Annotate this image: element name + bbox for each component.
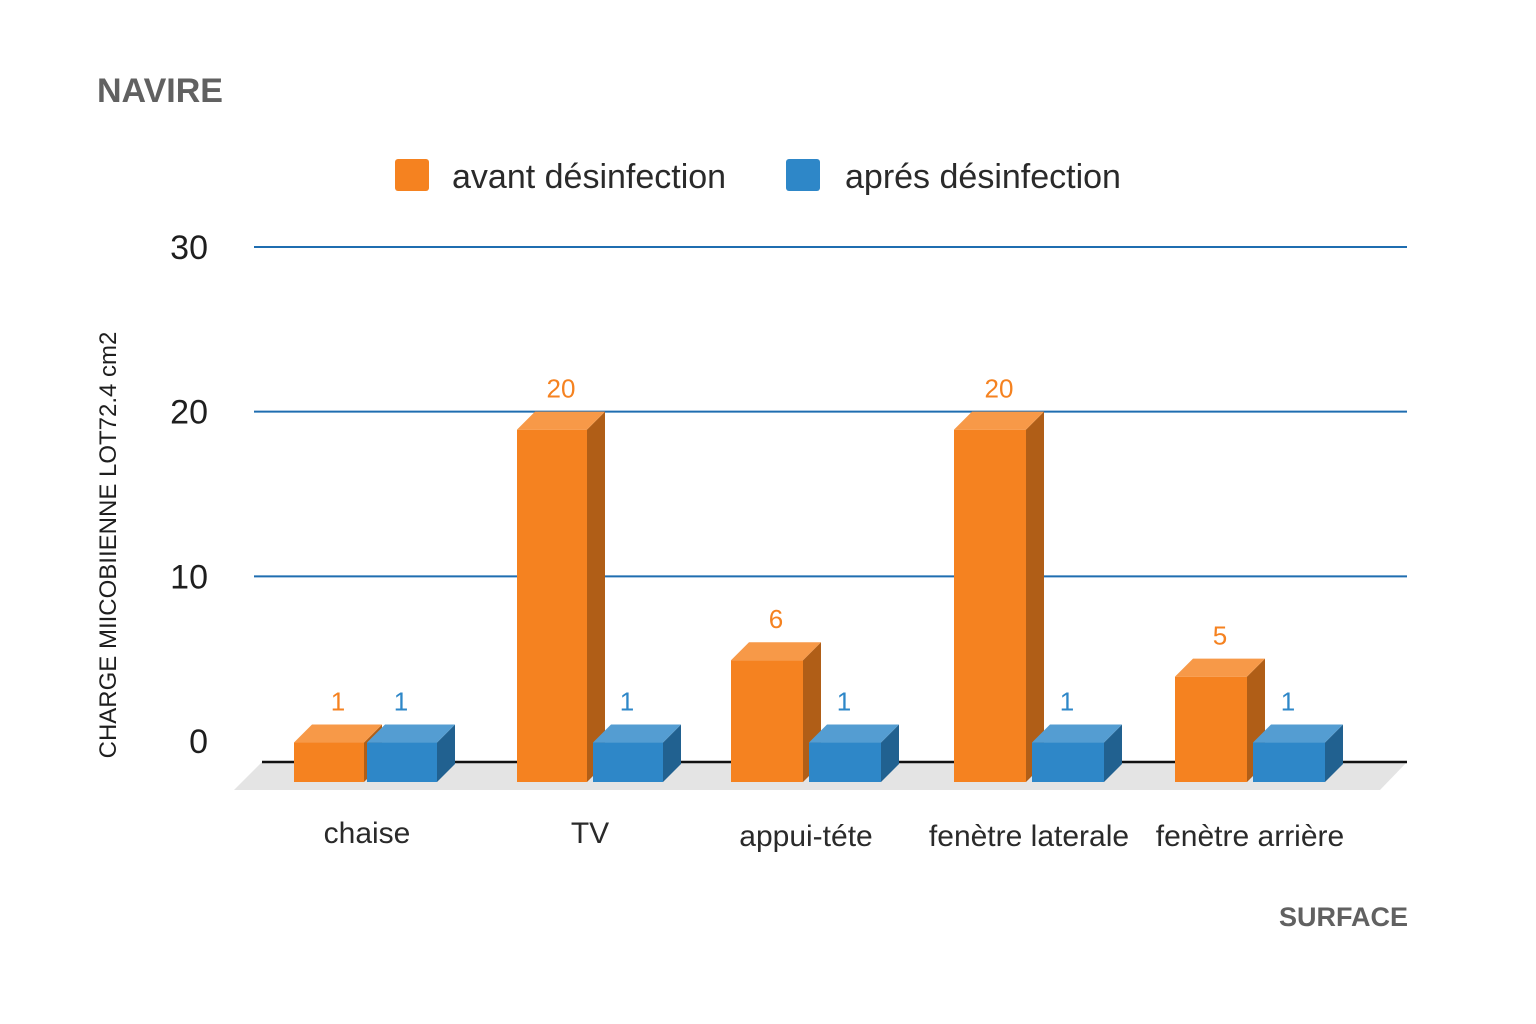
x-tick-label-2: appui-téte <box>739 820 872 853</box>
legend-swatch-apres <box>786 159 820 191</box>
bar-side-face <box>1325 724 1343 782</box>
bar-avant-2 <box>731 642 821 782</box>
data-label-avant-4: 5 <box>1213 621 1227 651</box>
value-labels: 1 1 20 1 6 1 20 1 5 1 <box>331 374 1295 717</box>
data-label-apres-2: 1 <box>837 687 851 717</box>
bar-front-face <box>954 429 1026 782</box>
data-label-apres-1: 1 <box>620 687 634 717</box>
x-tick-label-0: chaise <box>324 817 411 850</box>
bar-top-face <box>1175 658 1265 677</box>
y-tick-label-10: 10 <box>170 558 208 596</box>
y-tick-label-30: 30 <box>170 229 208 267</box>
bar-top-face <box>294 724 382 743</box>
bar-apres-1 <box>593 724 681 782</box>
x-tick-label-3: fenètre laterale <box>929 820 1129 853</box>
data-label-avant-2: 6 <box>769 604 783 634</box>
y-tick-label-20: 20 <box>170 394 208 432</box>
gridlines <box>254 246 1407 578</box>
data-label-apres-4: 1 <box>1281 687 1295 717</box>
y-axis-ticks: 0 10 20 30 <box>170 229 208 761</box>
bar-apres-3 <box>1032 724 1122 782</box>
bar-front-face <box>1175 676 1247 782</box>
bar-side-face <box>881 724 899 782</box>
data-label-apres-3: 1 <box>1060 687 1074 717</box>
x-axis-categories: chaise TV appui-téte fenètre laterale fenètr… <box>324 817 1345 853</box>
bar-side-face <box>1104 724 1122 782</box>
bar-top-face <box>593 724 681 743</box>
legend-label-avant: avant désinfection <box>452 158 726 196</box>
bar-apres-4 <box>1253 724 1343 782</box>
data-label-avant-3: 20 <box>985 374 1014 404</box>
y-axis-label: CHARGE MIICOBIIENNE LOT72.4 cm2 <box>95 332 122 759</box>
legend: avant désinfection aprés désinfection <box>395 158 1121 196</box>
bar-front-face <box>367 742 437 782</box>
data-label-avant-1: 20 <box>547 374 576 404</box>
bar-side-face <box>1026 411 1044 782</box>
bar-apres-0 <box>367 724 455 782</box>
chart-title: NAVIRE <box>97 72 223 110</box>
x-tick-label-1: TV <box>571 817 609 850</box>
legend-swatch-avant <box>395 159 429 191</box>
data-label-apres-0: 1 <box>394 687 408 717</box>
bar-front-face <box>731 660 803 782</box>
bar-top-face <box>731 642 821 661</box>
bar-top-face <box>367 724 455 743</box>
bar-front-face <box>1253 742 1325 782</box>
bar-front-face <box>809 742 881 782</box>
bar-front-face <box>1032 742 1104 782</box>
bar-front-face <box>593 742 663 782</box>
bar-avant-3 <box>954 411 1044 782</box>
bar-front-face <box>517 429 587 782</box>
bar-side-face <box>663 724 681 782</box>
x-axis-label: SURFACE <box>1279 902 1408 932</box>
bar-top-face <box>1032 724 1122 743</box>
bar-top-face <box>517 411 605 430</box>
bar-top-face <box>809 724 899 743</box>
x-tick-label-4: fenètre arrière <box>1156 820 1344 853</box>
bar-apres-2 <box>809 724 899 782</box>
bar-avant-4 <box>1175 658 1265 782</box>
bar-avant-1 <box>517 411 605 782</box>
bar-front-face <box>294 742 364 782</box>
bar-top-face <box>1253 724 1343 743</box>
bars <box>294 411 1343 782</box>
bar-top-face <box>954 411 1044 430</box>
bar-side-face <box>587 411 605 782</box>
data-label-avant-0: 1 <box>331 687 345 717</box>
legend-label-apres: aprés désinfection <box>845 158 1121 196</box>
y-tick-label-0: 0 <box>189 723 208 761</box>
bar-side-face <box>437 724 455 782</box>
